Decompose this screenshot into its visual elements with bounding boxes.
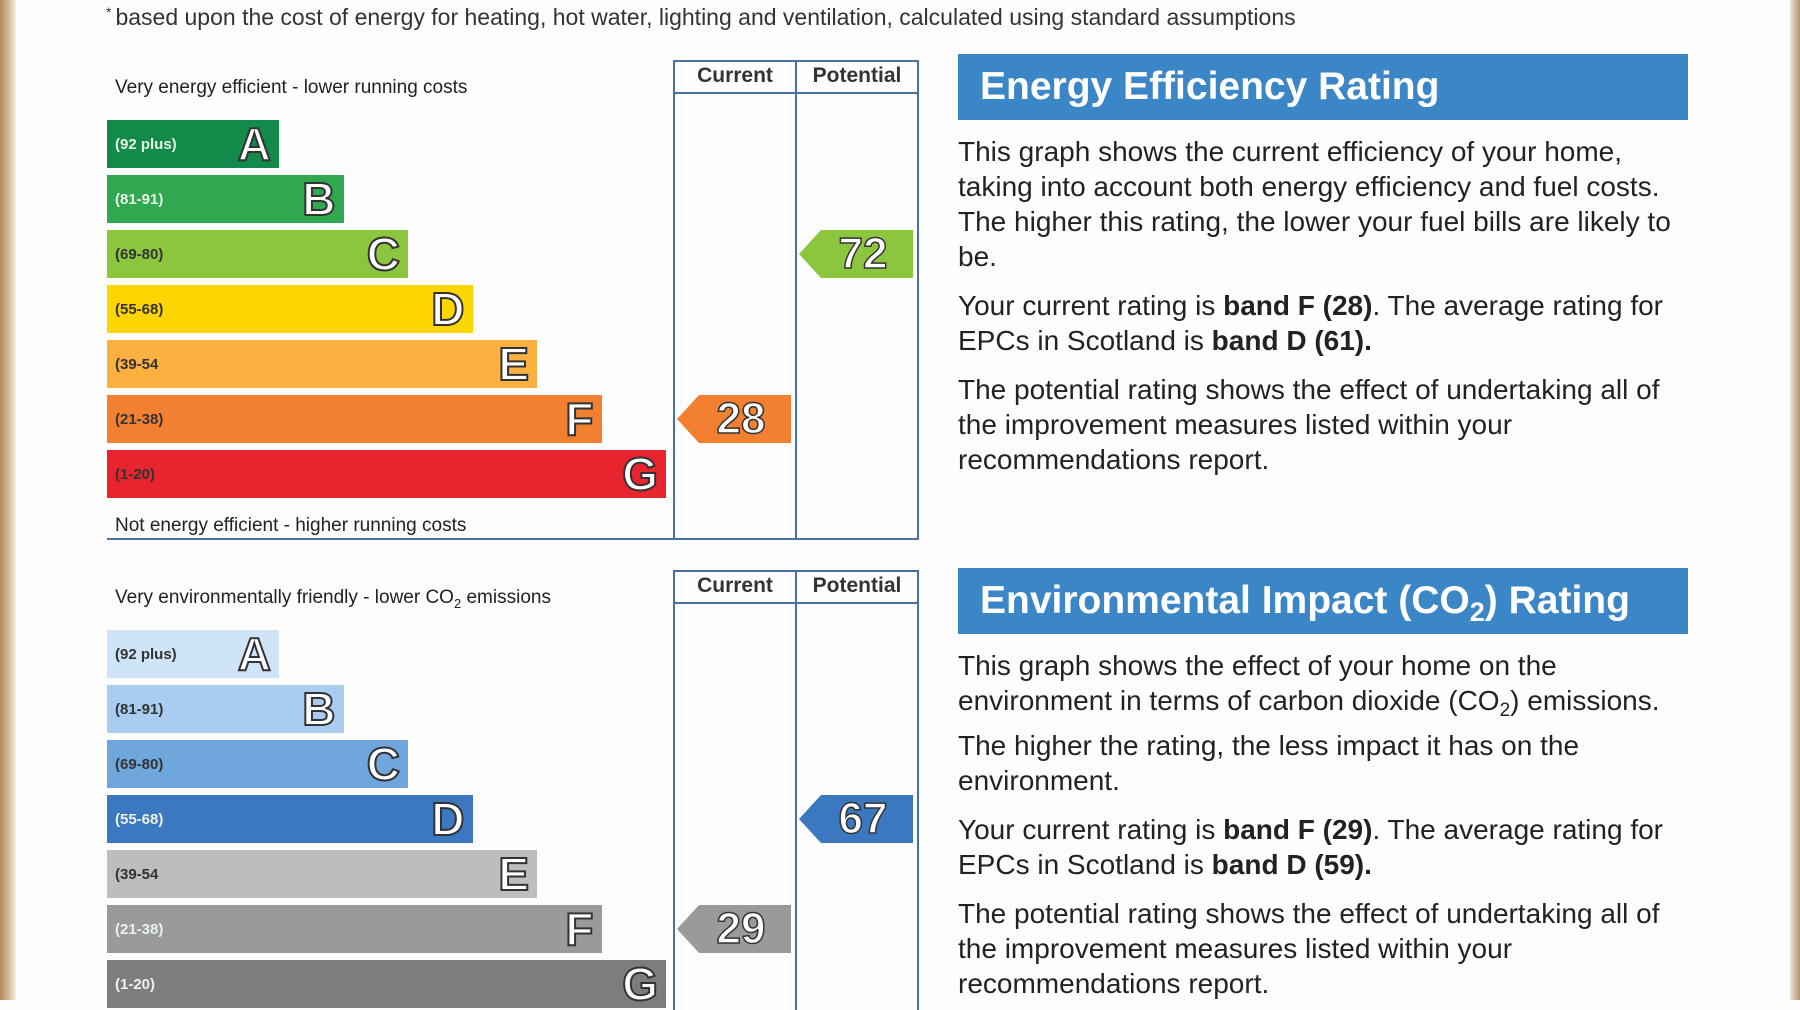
text: Your current rating is xyxy=(958,814,1224,845)
band-letter: D xyxy=(430,283,465,335)
energy-efficiency-chart: Very energy efficient - lower running co… xyxy=(105,60,919,547)
band-letter: C xyxy=(366,738,401,790)
band-range: (81-91) xyxy=(115,700,164,718)
potential-rating-arrow: 72 xyxy=(799,230,913,278)
potential-column-header: Potential xyxy=(797,60,917,94)
potential-column-header: Potential xyxy=(797,570,917,604)
band-letter: F xyxy=(564,903,594,955)
band-letter: D xyxy=(430,793,465,845)
band-range: (92 plus) xyxy=(115,645,177,663)
section-header: Environmental Impact (CO2) Rating xyxy=(958,568,1688,634)
band-letter: F xyxy=(564,393,594,445)
potential-rating-value: 67 xyxy=(838,794,888,843)
text: ) emissions. The higher the rating, the … xyxy=(958,685,1660,796)
band-g: (1-20) G xyxy=(107,450,666,498)
band-e: (39-54 E xyxy=(107,850,537,898)
band-letter: B xyxy=(301,173,336,225)
current-column-header: Current xyxy=(675,570,795,604)
band-a: (92 plus) A xyxy=(107,120,279,168)
potential-column xyxy=(795,60,919,540)
band-range: (21-38) xyxy=(115,920,164,938)
description-paragraph: This graph shows the effect of your home… xyxy=(958,648,1688,798)
band-letter: G xyxy=(621,958,659,1010)
potential-column xyxy=(795,570,919,1010)
band-range: (81-91) xyxy=(115,190,164,208)
band-range: (55-68) xyxy=(115,300,164,318)
band-range: (39-54 xyxy=(115,865,159,883)
environmental-impact-chart: Very environmentally friendly - lower CO… xyxy=(105,570,919,1010)
scale-top-label-text: Very environmentally friendly - lower CO xyxy=(115,587,454,608)
current-band-text: band F (29) xyxy=(1223,814,1373,845)
current-rating-value: 29 xyxy=(716,904,766,953)
divider xyxy=(107,538,919,540)
page-edge xyxy=(1790,0,1800,1000)
scale-top-label: Very energy efficient - lower running co… xyxy=(115,77,468,98)
band-e: (39-54 E xyxy=(107,340,537,388)
section-header: Energy Efficiency Rating xyxy=(958,54,1688,120)
footnote: * based upon the cost of energy for heati… xyxy=(106,4,1296,30)
band-letter: E xyxy=(497,848,530,900)
band-g: (1-20) G xyxy=(107,960,666,1008)
current-rating-arrow: 29 xyxy=(677,905,791,953)
energy-efficiency-info: Energy Efficiency Rating This graph show… xyxy=(958,54,1688,477)
band-range: (69-80) xyxy=(115,245,164,263)
band-range: (92 plus) xyxy=(115,135,177,153)
band-b: (81-91) B xyxy=(107,175,344,223)
scale-top-label-text: emissions xyxy=(461,587,551,608)
environmental-impact-info: Environmental Impact (CO2) Rating This g… xyxy=(958,568,1688,1001)
current-column xyxy=(673,60,797,540)
band-a: (92 plus) A xyxy=(107,630,279,678)
band-range: (1-20) xyxy=(115,975,156,993)
band-range: (1-20) xyxy=(115,465,156,483)
band-letter: A xyxy=(237,118,272,170)
current-band-text: band F (28) xyxy=(1223,290,1373,321)
band-c: (69-80) C xyxy=(107,230,408,278)
potential-rating-paragraph: The potential rating shows the effect of… xyxy=(958,374,1660,475)
page-edge xyxy=(0,0,16,1000)
band-c: (69-80) C xyxy=(107,740,408,788)
band-range: (55-68) xyxy=(115,810,164,828)
band-letter: A xyxy=(237,628,272,680)
text: . The average rating for EPCs in Scotlan… xyxy=(958,814,1663,880)
potential-rating-arrow: 67 xyxy=(799,795,913,843)
text: This graph shows the effect of your home… xyxy=(958,650,1557,716)
footnote-text: based upon the cost of energy for heatin… xyxy=(115,4,1296,30)
band-letter: E xyxy=(497,338,530,390)
potential-rating-paragraph: The potential rating shows the effect of… xyxy=(958,898,1660,999)
text: . The average rating for EPCs in Scotlan… xyxy=(958,290,1663,356)
average-band-text: band D (61). xyxy=(1211,325,1372,356)
subscript: 2 xyxy=(1499,700,1511,721)
current-rating-paragraph: Your current rating is band F (28). The … xyxy=(958,288,1688,358)
current-rating-arrow: 28 xyxy=(677,395,791,443)
band-f: (21-38) F xyxy=(107,395,602,443)
band-range: (69-80) xyxy=(115,755,164,773)
current-column-header: Current xyxy=(675,60,795,94)
subscript: 2 xyxy=(453,596,462,611)
current-rating-paragraph: Your current rating is band F (29). The … xyxy=(958,812,1688,882)
band-d: (55-68) D xyxy=(107,795,473,843)
band-b: (81-91) B xyxy=(107,685,344,733)
scale-bottom-label: Not energy efficient - higher running co… xyxy=(115,515,467,536)
header-text: ) Rating xyxy=(1484,579,1630,622)
band-letter: B xyxy=(301,683,336,735)
scale-top-label: Very environmentally friendly - lower CO… xyxy=(115,587,551,611)
band-d: (55-68) D xyxy=(107,285,473,333)
band-letter: C xyxy=(366,228,401,280)
subscript: 2 xyxy=(1469,597,1485,627)
description-paragraph: This graph shows the current efficiency … xyxy=(958,136,1671,272)
text: Your current rating is xyxy=(958,290,1224,321)
potential-rating-value: 72 xyxy=(838,229,888,278)
band-letter: G xyxy=(621,448,659,500)
band-range: (21-38) xyxy=(115,410,164,428)
header-text: Environmental Impact (CO xyxy=(980,579,1470,622)
band-f: (21-38) F xyxy=(107,905,602,953)
current-rating-value: 28 xyxy=(716,394,766,443)
band-range: (39-54 xyxy=(115,355,159,373)
average-band-text: band D (59). xyxy=(1211,849,1372,880)
